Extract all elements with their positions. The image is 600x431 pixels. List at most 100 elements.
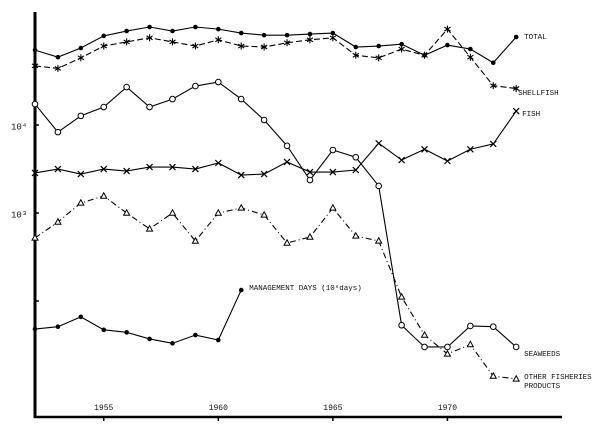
- marker: [193, 24, 198, 30]
- marker: [77, 54, 85, 62]
- marker: [444, 343, 451, 351]
- marker: [398, 45, 405, 53]
- marker: [490, 60, 496, 66]
- marker: [444, 157, 451, 165]
- marker: [399, 41, 404, 47]
- marker: [31, 100, 39, 108]
- marker: [351, 231, 360, 239]
- marker: [329, 168, 337, 176]
- marker: [147, 24, 152, 30]
- marker: [237, 42, 245, 50]
- marker: [122, 208, 131, 216]
- marker: [375, 54, 383, 62]
- marker: [54, 165, 62, 173]
- series-line: [34, 26, 517, 64]
- marker: [54, 217, 62, 225]
- marker: [101, 33, 107, 39]
- marker: [306, 176, 314, 184]
- marker: [168, 208, 177, 216]
- marker: [283, 238, 291, 246]
- marker: [146, 103, 153, 111]
- marker: [283, 39, 291, 47]
- marker: [123, 167, 131, 175]
- marker: [214, 159, 222, 167]
- marker: [146, 163, 153, 171]
- marker: [169, 163, 176, 171]
- marker: [215, 78, 222, 86]
- marker: [307, 31, 313, 37]
- marker: [77, 112, 85, 120]
- marker: [329, 146, 337, 154]
- marker: [124, 330, 129, 335]
- x-tick-label: 1960: [209, 404, 228, 413]
- marker: [216, 337, 221, 343]
- marker: [489, 140, 497, 148]
- series-label: SHELLFISH: [518, 89, 559, 98]
- marker: [512, 107, 520, 115]
- marker: [260, 170, 268, 178]
- marker: [513, 34, 519, 40]
- marker: [191, 165, 199, 173]
- marker: [352, 51, 360, 59]
- series-label: TOTAL: [524, 34, 547, 43]
- marker: [329, 34, 337, 42]
- marker: [145, 224, 154, 232]
- series-label: OTHER FISHERIES PRODUCTS: [524, 373, 592, 391]
- marker: [376, 43, 381, 49]
- marker: [512, 343, 520, 351]
- marker: [214, 208, 223, 216]
- series-label: SEAWEEDS: [524, 350, 561, 359]
- marker: [466, 145, 474, 153]
- marker: [100, 103, 108, 111]
- marker: [352, 153, 360, 161]
- series-label-box: OTHER FISHERIES PRODUCTS: [524, 373, 592, 391]
- marker: [31, 62, 39, 70]
- marker: [31, 169, 39, 177]
- marker: [31, 233, 39, 241]
- marker: [353, 44, 359, 50]
- series-line: [34, 28, 517, 90]
- series-label-box: FISH: [522, 111, 541, 120]
- marker: [375, 182, 382, 190]
- marker: [99, 191, 108, 199]
- marker: [55, 54, 61, 60]
- marker: [444, 25, 451, 33]
- marker: [169, 95, 176, 103]
- marker: [489, 323, 497, 331]
- marker: [237, 203, 246, 211]
- marker: [260, 210, 268, 218]
- marker: [398, 156, 406, 164]
- series-line: [34, 81, 517, 348]
- marker: [170, 341, 175, 346]
- series-label-box: SHELLFISH: [518, 89, 559, 98]
- marker: [375, 139, 383, 147]
- marker: [238, 30, 244, 36]
- marker: [329, 203, 337, 211]
- x-tick-label: 1965: [323, 404, 342, 413]
- marker: [467, 53, 474, 61]
- marker: [169, 38, 176, 46]
- marker: [352, 166, 360, 174]
- marker: [100, 165, 108, 173]
- marker: [261, 32, 267, 38]
- series-line: [34, 289, 242, 344]
- marker: [420, 330, 429, 338]
- marker: [76, 198, 85, 206]
- marker: [489, 371, 498, 379]
- marker: [445, 42, 450, 48]
- marker: [214, 36, 222, 44]
- marker: [306, 232, 314, 240]
- marker: [78, 314, 84, 320]
- series-label: FISH: [522, 111, 541, 120]
- marker: [398, 321, 405, 329]
- x-tick-label: 1970: [438, 404, 457, 413]
- series-label-box: TOTAL: [524, 34, 547, 43]
- marker: [101, 327, 107, 333]
- marker: [146, 34, 153, 42]
- marker: [397, 292, 406, 300]
- marker: [77, 170, 85, 178]
- marker: [283, 142, 291, 150]
- marker: [467, 322, 474, 330]
- marker: [55, 324, 61, 330]
